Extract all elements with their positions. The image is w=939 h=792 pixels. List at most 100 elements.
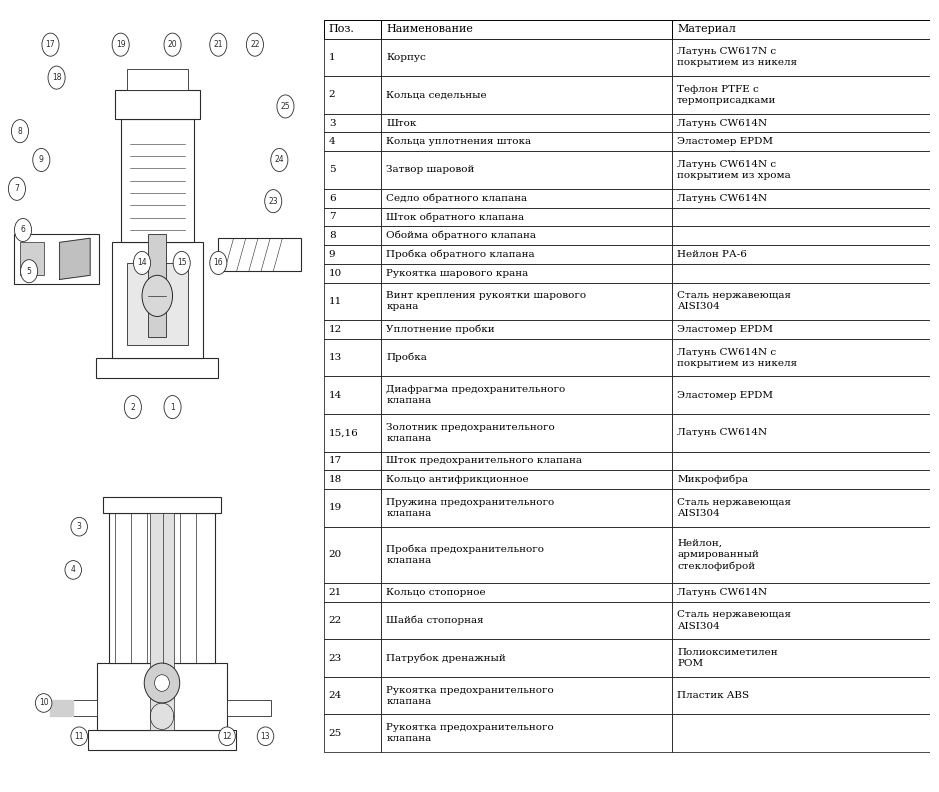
Bar [324,451,381,470]
Bar [324,527,381,583]
Text: 9: 9 [38,155,44,165]
Text: 13: 13 [261,732,270,741]
Bar [381,227,672,245]
Text: Кольцо стопорное: Кольцо стопорное [386,588,486,597]
Text: Пробка предохранительного
клапана: Пробка предохранительного клапана [386,545,545,565]
Text: Шток: Шток [386,119,417,128]
Bar [88,729,236,749]
Bar [672,714,930,752]
Text: Эластомер EPDM: Эластомер EPDM [677,137,773,147]
Circle shape [70,517,87,536]
Circle shape [8,177,25,200]
Text: Нейлон,
армированный
стеклофиброй: Нейлон, армированный стеклофиброй [677,539,759,571]
Bar [324,227,381,245]
Text: Полиоксиметилен
РОМ: Полиоксиметилен РОМ [677,648,777,668]
Bar [324,188,381,208]
Text: 3: 3 [77,522,82,531]
Bar [672,489,930,527]
Text: Сталь нержавеющая
AISI304: Сталь нержавеющая AISI304 [677,498,791,518]
Bar [324,714,381,752]
Bar [672,227,930,245]
Text: Наименование: Наименование [386,25,473,34]
Text: 20: 20 [329,550,342,559]
Text: 24: 24 [329,691,342,700]
Bar [381,527,672,583]
Bar [381,714,672,752]
Text: 6: 6 [329,194,335,203]
Circle shape [14,219,32,242]
Text: 18: 18 [52,73,61,82]
Circle shape [277,95,294,118]
Text: Тефлон PTFE с
термоприсадками: Тефлон PTFE с термоприсадками [677,85,777,105]
Text: Латунь CW614N с
покрытием из хрома: Латунь CW614N с покрытием из хрома [677,160,791,180]
Text: 22: 22 [329,616,342,625]
Text: 15,16: 15,16 [329,428,359,437]
Text: Кольца седельные: Кольца седельные [386,90,487,99]
Text: 5: 5 [26,267,32,276]
Bar [218,238,300,271]
Bar [381,677,672,714]
Bar [50,699,97,716]
Bar [381,283,672,320]
Bar [381,20,672,39]
Circle shape [145,663,179,703]
Text: 16: 16 [213,258,223,268]
Text: 8: 8 [18,127,23,135]
Bar [672,114,930,132]
Polygon shape [50,699,73,716]
Circle shape [164,33,181,56]
Circle shape [36,694,52,712]
Bar [324,639,381,677]
Bar [324,20,381,39]
Bar [672,470,930,489]
Text: Уплотнение пробки: Уплотнение пробки [386,325,495,334]
Text: 4: 4 [329,137,335,147]
Bar [324,151,381,188]
Bar [672,451,930,470]
Text: 13: 13 [329,353,342,362]
Bar [672,583,930,602]
Text: 2: 2 [131,402,135,412]
Text: 12: 12 [223,732,232,741]
Bar [324,602,381,639]
Bar [381,376,672,414]
Text: Латунь CW614N: Латунь CW614N [677,194,767,203]
Circle shape [164,395,181,419]
Text: Материал: Материал [677,25,736,34]
Text: 12: 12 [329,325,342,334]
Text: 17: 17 [329,456,342,466]
Circle shape [270,148,288,172]
Text: 1: 1 [170,402,175,412]
Bar [324,132,381,151]
Bar [381,264,672,283]
Bar [381,451,672,470]
Bar [324,470,381,489]
Text: Золотник предохранительного
клапана: Золотник предохранительного клапана [386,423,555,443]
Circle shape [142,276,173,317]
Bar [672,245,930,264]
Text: 7: 7 [329,212,335,222]
Bar [109,513,215,663]
Text: 5: 5 [329,166,335,174]
Circle shape [48,66,65,89]
Text: Корпус: Корпус [386,53,426,62]
Text: Затвор шаровой: Затвор шаровой [386,166,475,174]
Text: 9: 9 [329,250,335,259]
Text: 4: 4 [70,565,76,574]
Text: 18: 18 [329,475,342,484]
Bar [324,677,381,714]
Circle shape [70,727,87,745]
Bar [381,188,672,208]
Bar [672,376,930,414]
Text: Пробка обратного клапана: Пробка обратного клапана [386,249,535,259]
Bar [324,283,381,320]
Bar [381,470,672,489]
Polygon shape [60,238,90,280]
Bar [324,583,381,602]
Bar [672,283,930,320]
Text: Латунь CW614N: Латунь CW614N [677,428,767,437]
Circle shape [155,675,169,691]
Bar [324,414,381,451]
Text: Микрофибра: Микрофибра [677,475,748,485]
Text: 25: 25 [281,102,290,111]
